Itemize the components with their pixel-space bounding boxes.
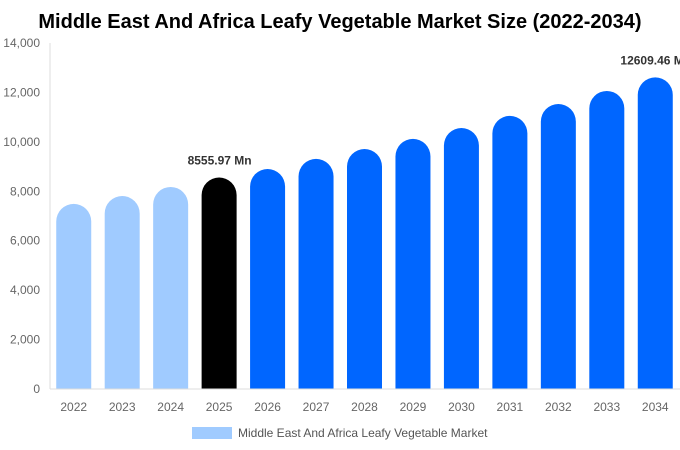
- bar-2032[interactable]: [540, 104, 576, 390]
- x-tick-label: 2031: [497, 400, 524, 414]
- bar-2027[interactable]: [298, 158, 334, 389]
- y-tick-label: 8,000: [10, 184, 40, 198]
- bar-2030[interactable]: [443, 128, 479, 389]
- y-tick-label: 10,000: [3, 135, 40, 149]
- legend-label[interactable]: Middle East And Africa Leafy Vegetable M…: [238, 426, 488, 440]
- bar-2025[interactable]: [201, 177, 237, 389]
- x-tick-label: 2027: [303, 400, 330, 414]
- bar-2028[interactable]: [347, 149, 382, 389]
- x-tick-label: 2028: [351, 400, 378, 414]
- bar-2031[interactable]: [492, 115, 528, 390]
- y-tick-label: 6,000: [10, 234, 40, 248]
- x-tick-label: 2024: [157, 400, 184, 414]
- y-tick-label: 4,000: [10, 283, 40, 297]
- y-tick-label: 14,000: [3, 36, 40, 50]
- x-tick-label: 2034: [642, 400, 669, 414]
- y-tick-label: 2,000: [10, 333, 40, 347]
- y-tick-label: 0: [33, 382, 40, 396]
- x-tick-label: 2033: [593, 400, 620, 414]
- bar-2024[interactable]: [153, 186, 189, 389]
- x-tick-label: 2030: [448, 400, 475, 414]
- x-tick-label: 2029: [400, 400, 427, 414]
- data-label: 8555.97 Mn: [188, 154, 252, 168]
- x-tick-label: 2022: [60, 400, 87, 414]
- x-tick-label: 2032: [545, 400, 572, 414]
- bar-2034[interactable]: [637, 77, 673, 389]
- bar-2026[interactable]: [250, 169, 286, 389]
- data-label: 12609.46 Mn: [620, 53, 680, 67]
- chart-title: Middle East And Africa Leafy Vegetable M…: [38, 11, 641, 33]
- legend-swatch: [192, 427, 232, 439]
- bar-2029[interactable]: [395, 138, 431, 389]
- y-tick-label: 12,000: [3, 85, 40, 99]
- bar-2023[interactable]: [104, 195, 140, 389]
- bar-2022[interactable]: [56, 203, 92, 389]
- x-tick-label: 2023: [109, 400, 136, 414]
- x-tick-label: 2026: [254, 400, 281, 414]
- x-tick-label: 2025: [206, 400, 233, 414]
- bar-2033[interactable]: [589, 90, 625, 390]
